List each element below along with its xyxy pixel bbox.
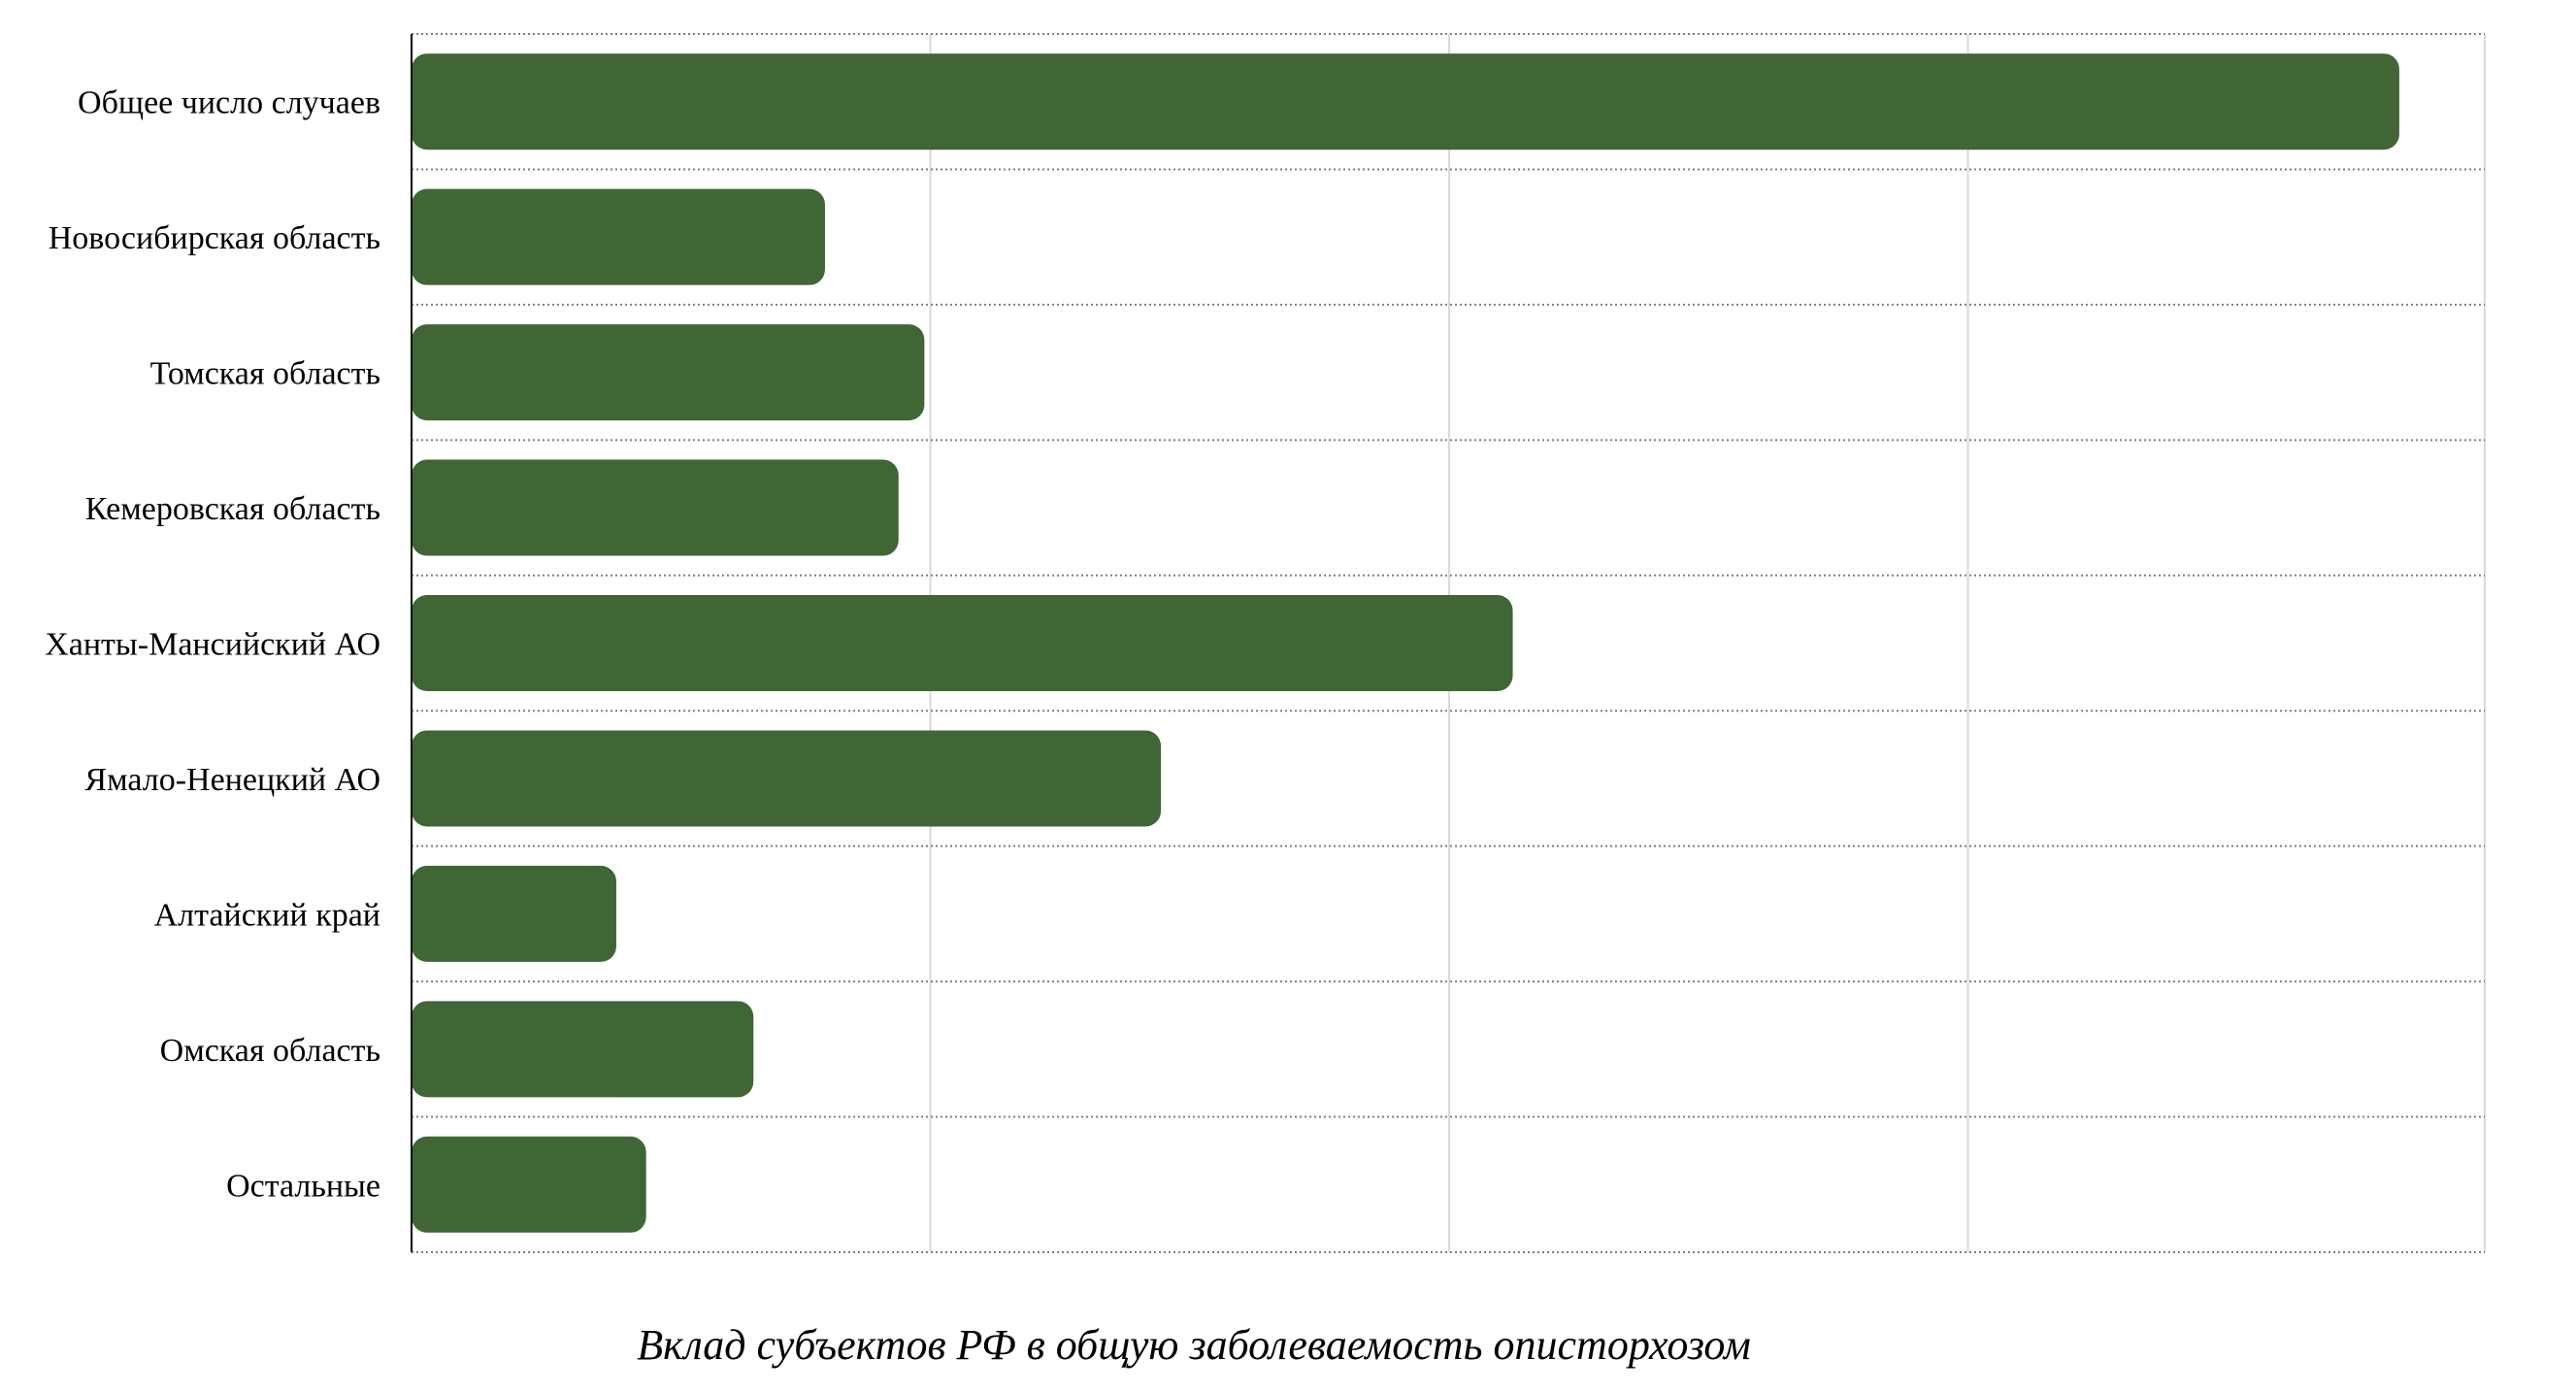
bar-5 [412,730,1162,827]
grid-layer [412,33,2486,1253]
category-label-5: Ямало-Ненецкий АО [84,762,380,798]
category-label-1: Новосибирская область [49,220,380,256]
category-labels: Общее число случаев Новосибирская область… [45,85,380,1205]
bar-4 [412,594,1513,692]
category-label-6: Алтайский край [154,897,380,933]
category-label-4: Ханты-Мансийский АО [45,627,380,663]
bar-6 [412,865,616,962]
bar-2 [412,324,925,421]
chart-title: Вклад субъектов РФ в общую заболеваемост… [637,1321,1751,1369]
category-label-3: Кемеровская область [85,491,380,527]
category-label-7: Омская область [160,1033,380,1069]
category-label-8: Остальные [226,1168,380,1204]
category-label-2: Томская область [150,356,380,392]
category-label-0: Общее число случаев [78,85,380,121]
bar-layer [412,53,2399,1233]
bar-1 [412,188,825,285]
bar-3 [412,459,899,556]
bar-0 [412,53,2399,150]
bar-8 [412,1136,646,1233]
bar-7 [412,1001,754,1098]
